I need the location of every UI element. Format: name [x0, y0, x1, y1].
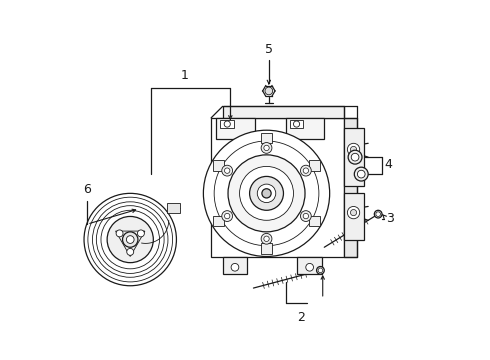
Circle shape — [222, 165, 233, 176]
Circle shape — [264, 236, 269, 242]
Circle shape — [318, 268, 323, 273]
Bar — [213, 160, 224, 171]
Circle shape — [224, 213, 230, 219]
Text: 4: 4 — [384, 158, 392, 171]
Bar — [343, 193, 364, 239]
Bar — [167, 203, 179, 213]
Bar — [297, 257, 322, 274]
Bar — [261, 243, 272, 254]
Text: 2: 2 — [297, 311, 305, 324]
Circle shape — [122, 232, 138, 247]
Circle shape — [228, 155, 305, 232]
Circle shape — [303, 213, 309, 219]
Circle shape — [137, 230, 145, 237]
Circle shape — [262, 189, 271, 198]
Bar — [211, 118, 343, 257]
Polygon shape — [116, 231, 145, 256]
Bar — [220, 120, 234, 128]
Circle shape — [350, 147, 357, 153]
Bar — [261, 132, 272, 143]
Text: 6: 6 — [83, 183, 91, 195]
Circle shape — [348, 150, 362, 164]
Circle shape — [357, 170, 365, 178]
Text: 5: 5 — [265, 42, 273, 55]
Circle shape — [116, 230, 123, 237]
Circle shape — [351, 153, 359, 161]
Circle shape — [300, 211, 311, 221]
Circle shape — [300, 165, 311, 176]
Circle shape — [265, 87, 273, 95]
Bar — [286, 118, 324, 139]
Circle shape — [354, 167, 368, 181]
Bar — [222, 106, 343, 118]
Circle shape — [214, 141, 319, 246]
Bar — [309, 160, 320, 171]
Circle shape — [84, 193, 176, 286]
Circle shape — [347, 143, 360, 156]
Circle shape — [127, 248, 134, 255]
Bar — [343, 128, 364, 186]
Bar — [222, 257, 247, 274]
Circle shape — [306, 264, 314, 271]
Circle shape — [376, 212, 381, 216]
Circle shape — [222, 211, 233, 221]
Circle shape — [107, 216, 153, 263]
Bar — [217, 118, 255, 139]
Text: 1: 1 — [180, 69, 188, 82]
Circle shape — [126, 236, 134, 243]
Circle shape — [261, 143, 272, 153]
Bar — [290, 120, 303, 128]
Circle shape — [317, 266, 324, 274]
Bar — [309, 216, 320, 226]
Circle shape — [347, 206, 360, 219]
Circle shape — [264, 145, 269, 150]
Circle shape — [231, 264, 239, 271]
Text: 3: 3 — [386, 212, 394, 225]
Circle shape — [203, 130, 330, 256]
Circle shape — [261, 233, 272, 244]
Circle shape — [303, 168, 309, 173]
Circle shape — [224, 121, 230, 127]
Circle shape — [257, 184, 276, 203]
Circle shape — [224, 168, 230, 173]
Bar — [213, 216, 224, 226]
Circle shape — [350, 210, 357, 216]
Circle shape — [249, 176, 283, 210]
Circle shape — [240, 166, 294, 220]
Circle shape — [294, 121, 300, 127]
Bar — [343, 118, 357, 257]
Circle shape — [374, 210, 382, 218]
